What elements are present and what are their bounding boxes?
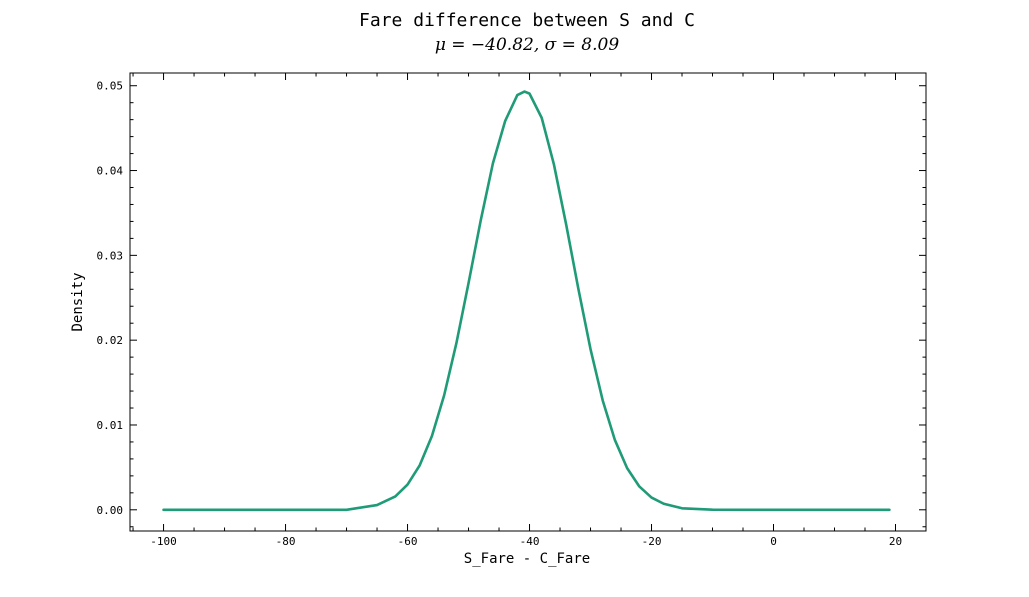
y-tick-label: 0.00 xyxy=(97,504,124,517)
y-tick-label: 0.02 xyxy=(97,334,124,347)
x-tick-label: -60 xyxy=(398,535,418,548)
y-axis-ticks xyxy=(130,85,926,528)
y-tick-label: 0.05 xyxy=(97,80,124,93)
y-tick-label: 0.03 xyxy=(97,249,124,262)
x-tick-label: -100 xyxy=(150,535,177,548)
x-axis-tick-labels: -100 -80 -60 -40 -20 0 20 xyxy=(150,535,902,548)
x-tick-label: 20 xyxy=(889,535,902,548)
y-axis-tick-labels: 0.00 0.01 0.02 0.03 0.04 0.05 xyxy=(97,80,124,517)
chart-title: Fare difference between S and C xyxy=(359,10,695,31)
x-tick-label: -20 xyxy=(642,535,662,548)
plot-area xyxy=(129,72,927,532)
x-tick-label: 0 xyxy=(770,535,777,548)
chart-subtitle: μ = −40.82, σ = 8.09 xyxy=(435,35,620,55)
x-axis-ticks xyxy=(132,73,927,531)
density-curve xyxy=(162,90,891,512)
y-tick-label: 0.01 xyxy=(97,419,124,432)
y-axis-label: Density xyxy=(70,272,86,331)
x-tick-label: -80 xyxy=(276,535,296,548)
y-tick-label: 0.04 xyxy=(97,165,124,178)
x-axis-label: S_Fare - C_Fare xyxy=(464,551,590,567)
x-tick-label: -40 xyxy=(520,535,540,548)
